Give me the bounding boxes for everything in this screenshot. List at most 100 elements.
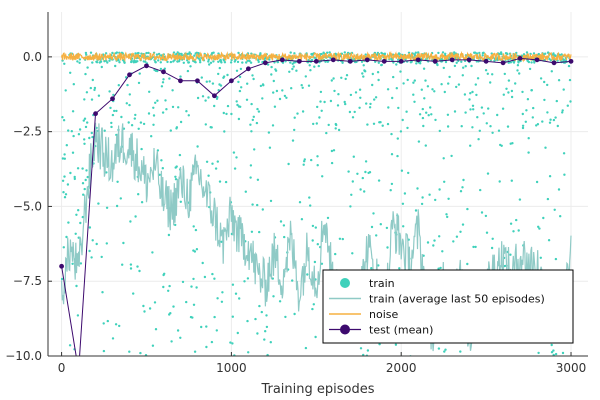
train-point [334,127,337,130]
train-point [351,180,354,183]
train-point [537,52,540,56]
train-point [447,197,450,200]
train-point [372,122,376,126]
train-point [129,263,133,266]
train-point [554,352,558,356]
train-point [386,246,389,249]
train-point [431,88,434,91]
train-point [129,267,133,270]
train-point [486,72,489,76]
train-point [215,329,218,332]
test-mean-marker [212,93,217,99]
train-point [323,100,326,104]
train-point [466,207,469,211]
train-point [354,91,358,94]
train-point [430,359,432,361]
train-point [471,90,474,94]
train-point [97,202,100,205]
train-point [245,98,249,102]
train-point [510,89,514,93]
train-point [193,250,197,253]
train-point [161,81,165,84]
y-tick-label: −10.0 [5,349,42,363]
legend-label: test (mean) [369,324,433,337]
train-point [100,255,103,259]
train-point [341,61,344,64]
train-point [347,170,350,173]
train-point [555,99,558,103]
train-point [413,100,416,104]
train-point [349,93,353,97]
train-point [172,51,176,54]
train-point [151,344,155,347]
train-point [362,64,365,67]
train-point [66,183,70,186]
train-point [453,64,457,68]
train-point [542,216,545,220]
train-point [390,153,394,156]
train-point [152,114,156,117]
train-point [330,79,333,82]
train-point [507,79,511,82]
train-point [480,106,484,109]
train-point [164,99,167,102]
train-point [84,72,87,76]
train-point [561,111,564,114]
test-mean-marker [364,57,370,63]
train-point [246,59,249,62]
train-point [83,187,86,191]
train-point [255,121,259,125]
train-point [84,125,88,129]
train-point [314,226,317,229]
train-point [217,72,220,76]
train-point [302,163,305,166]
train-point [471,126,474,129]
train-point [366,349,370,352]
train-point [253,363,255,365]
train-point [546,111,549,114]
train-point [194,228,198,232]
train-point [211,272,214,276]
train-point [395,63,398,66]
train-point [539,77,543,80]
train-point [235,100,238,103]
train-point [358,106,361,110]
train-point [463,93,467,96]
train-point [381,124,384,127]
train-point [505,87,508,91]
train-point [246,82,249,85]
train-point [446,113,450,117]
train-point [364,170,367,174]
train-point [332,149,336,152]
train-point [108,90,111,93]
train-point [91,78,95,82]
train-point [437,51,440,55]
train-point [364,53,367,56]
train-point [289,61,292,64]
train-point [225,112,228,116]
train-point [525,109,528,112]
train-point [448,75,451,79]
train-point [461,223,465,226]
train-point [147,51,150,55]
train-point [259,52,262,55]
train-point [182,366,184,368]
train-point [420,202,424,206]
train-point [95,369,97,371]
train-point [421,196,424,199]
train-point [559,215,562,218]
train-point [443,350,446,353]
test-mean-marker [381,58,387,64]
train-point [272,91,275,94]
train-point [455,61,458,64]
train-point [142,304,145,308]
train-point [110,121,113,125]
train-point [291,67,294,71]
train-point [330,149,334,153]
train-point [97,94,101,97]
train-point [247,351,250,354]
train-point [487,107,490,110]
train-point [163,67,166,70]
train-point [237,80,240,84]
